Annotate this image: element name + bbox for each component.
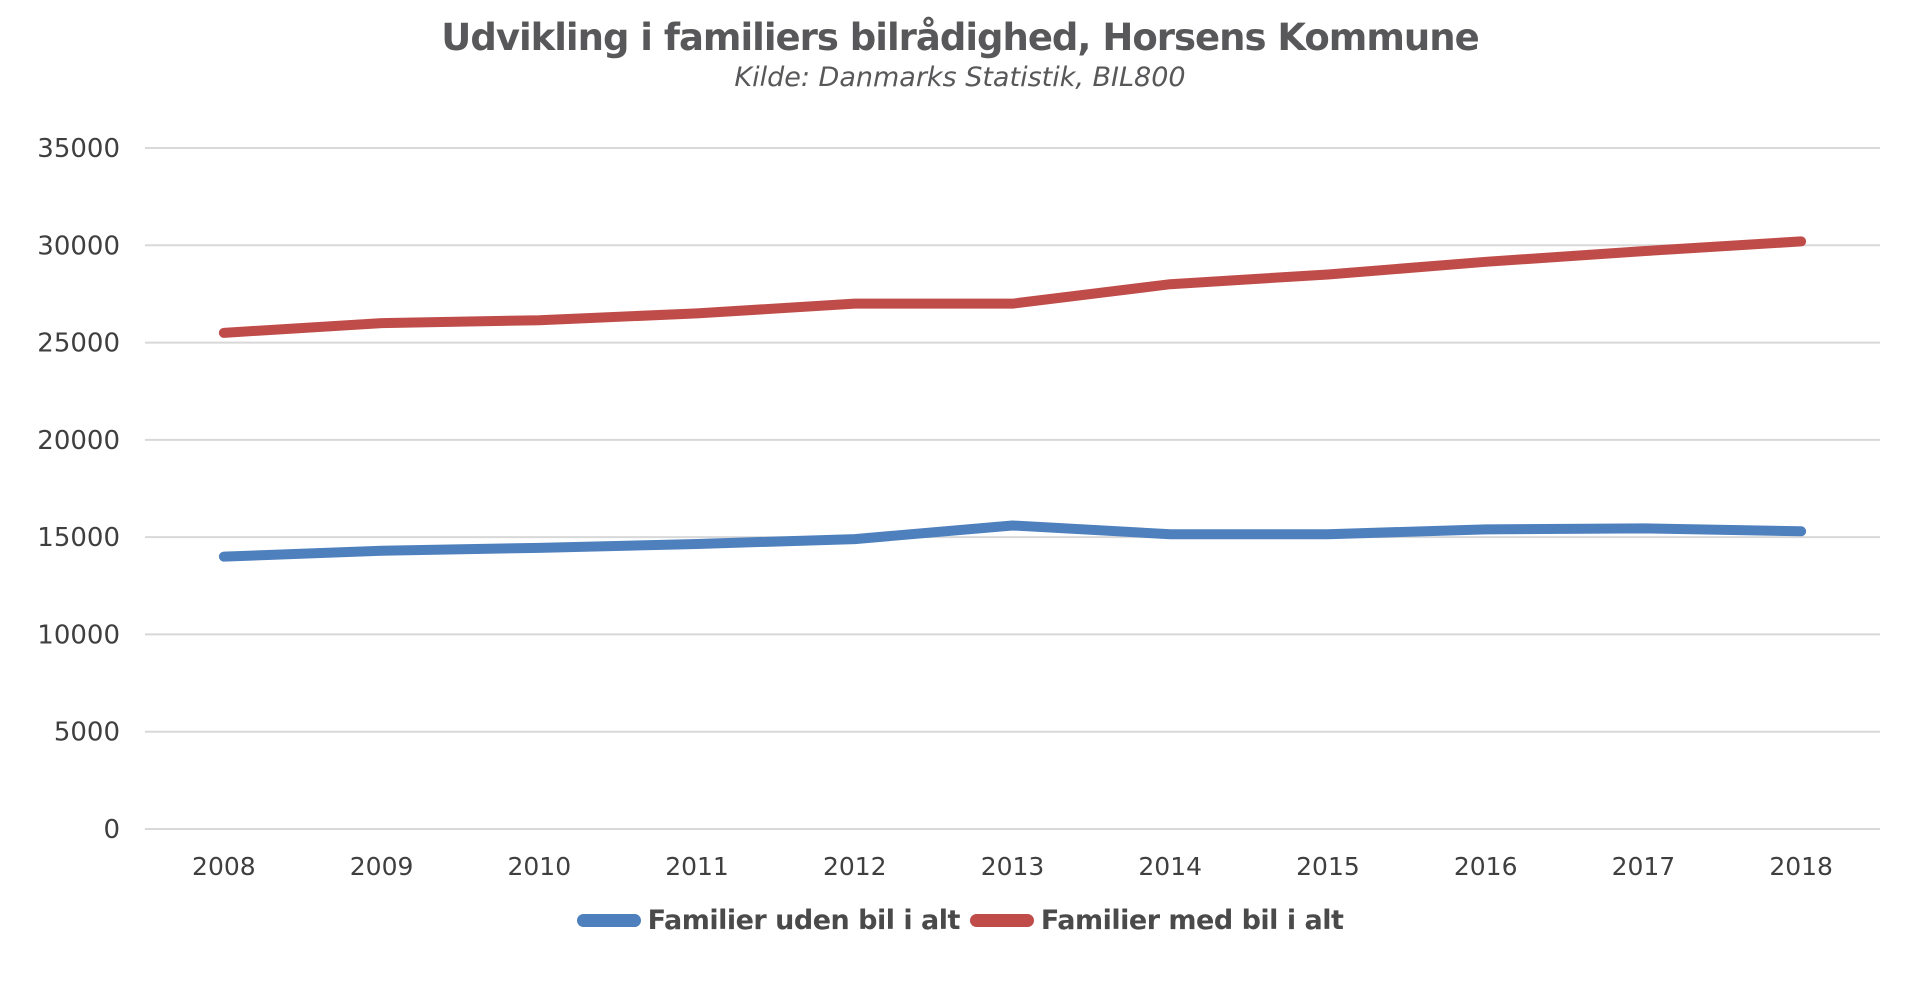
y-tick-label-30000: 30000 [37, 231, 120, 261]
x-tick-label-2011: 2011 [665, 852, 729, 881]
x-tick-label-2015: 2015 [1296, 852, 1360, 881]
x-tick-label-2010: 2010 [508, 852, 572, 881]
y-tick-label-5000: 5000 [54, 718, 120, 748]
y-tick-label-35000: 35000 [37, 134, 120, 164]
y-tick-label-20000: 20000 [37, 426, 120, 456]
legend-label-familier-uden-bil: Familier uden bil i alt [647, 905, 961, 936]
series-line-1 [218, 236, 1807, 338]
legend-swatch-blue [576, 914, 641, 927]
series-line-0 [218, 520, 1807, 562]
legend-swatch-red [969, 914, 1034, 927]
legend-label-familier-med-bil: Familier med bil i alt [1040, 905, 1344, 936]
chart-title: Udvikling i familiers bilrådighed, Horse… [441, 16, 1479, 59]
x-tick-label-2013: 2013 [981, 852, 1045, 881]
x-tick-label-2016: 2016 [1454, 852, 1518, 881]
x-tick-label-2008: 2008 [192, 852, 256, 881]
x-tick-label-2009: 2009 [350, 852, 414, 881]
x-tick-label-2017: 2017 [1612, 852, 1676, 881]
y-tick-label-25000: 25000 [37, 329, 120, 359]
legend-item-familier-med-bil: Familier med bil i alt [969, 905, 1344, 936]
x-tick-label-2014: 2014 [1138, 852, 1202, 881]
x-tick-label-2012: 2012 [823, 852, 887, 881]
y-tick-label-0: 0 [103, 815, 120, 845]
legend-item-familier-uden-bil: Familier uden bil i alt [576, 905, 961, 936]
x-tick-label-2018: 2018 [1769, 852, 1833, 881]
y-tick-label-10000: 10000 [37, 620, 120, 650]
y-tick-label-15000: 15000 [37, 523, 120, 553]
legend: Familier uden bil i alt Familier med bil… [0, 905, 1920, 936]
chart-subtitle: Kilde: Danmarks Statistik, BIL800 [734, 62, 1186, 93]
